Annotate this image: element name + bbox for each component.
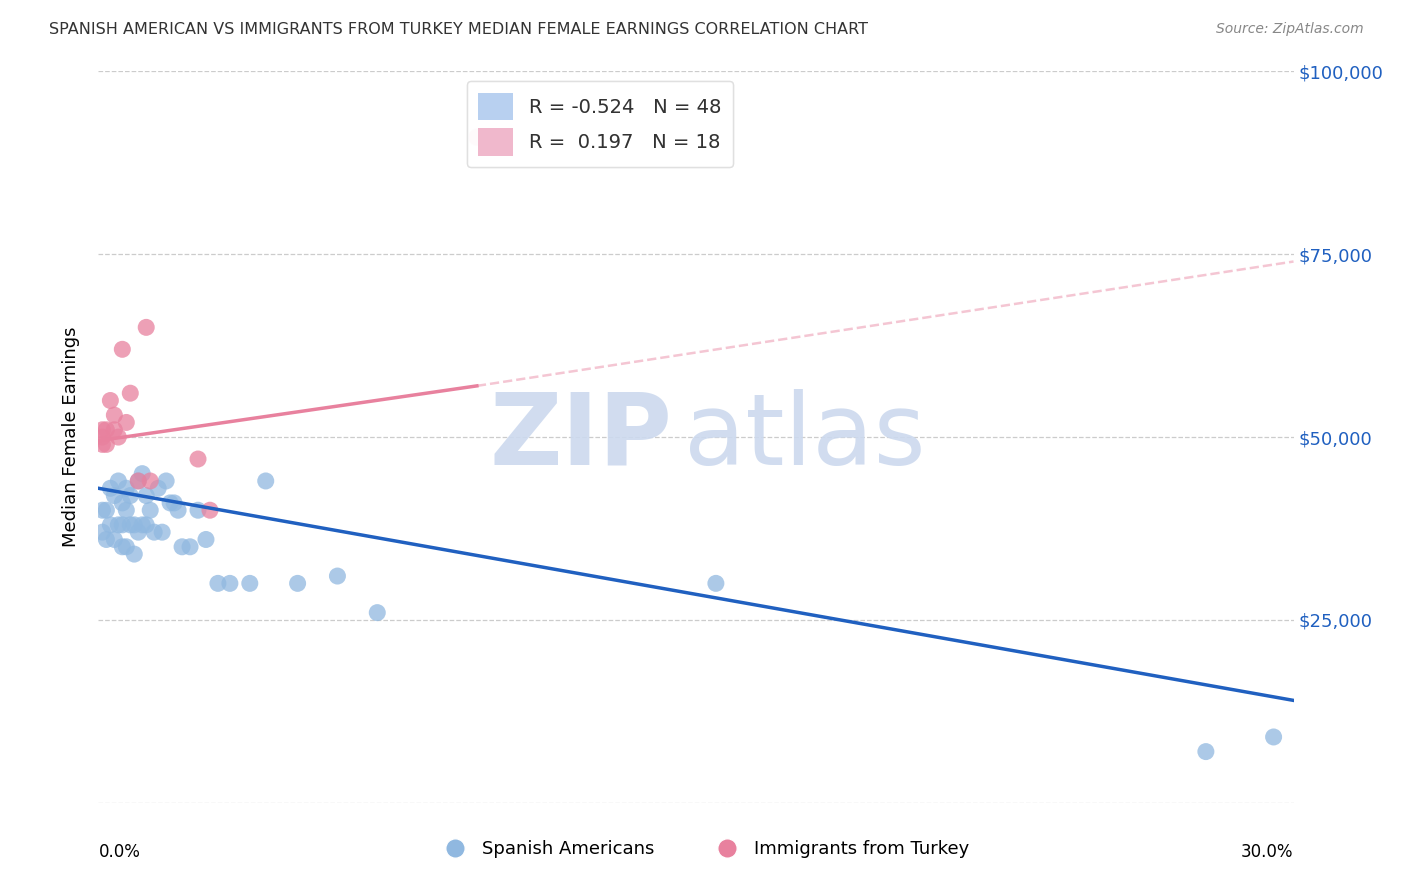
- Text: Source: ZipAtlas.com: Source: ZipAtlas.com: [1216, 22, 1364, 37]
- Point: [107, 517, 129, 532]
- Point: [1195, 745, 1218, 759]
- Point: [124, 547, 146, 561]
- Point: [91, 437, 114, 451]
- Point: [91, 430, 114, 444]
- Point: [187, 452, 209, 467]
- Point: [127, 525, 149, 540]
- Point: [254, 474, 277, 488]
- Point: [96, 503, 118, 517]
- Point: [115, 416, 138, 430]
- Point: [148, 481, 170, 495]
- Text: 0.0%: 0.0%: [98, 843, 141, 861]
- Point: [219, 576, 242, 591]
- Y-axis label: Median Female Earnings: Median Female Earnings: [62, 326, 80, 548]
- Point: [465, 130, 488, 145]
- Point: [111, 517, 134, 532]
- Point: [1263, 730, 1285, 744]
- Point: [124, 517, 146, 532]
- Text: ZIP: ZIP: [489, 389, 672, 485]
- Point: [120, 386, 142, 401]
- Point: [131, 517, 153, 532]
- Point: [111, 540, 134, 554]
- Point: [198, 503, 221, 517]
- Text: atlas: atlas: [685, 389, 925, 485]
- Point: [91, 423, 114, 437]
- Point: [139, 503, 162, 517]
- Point: [115, 503, 138, 517]
- Point: [163, 496, 186, 510]
- Point: [135, 517, 157, 532]
- Point: [239, 576, 262, 591]
- Point: [135, 320, 157, 334]
- Point: [195, 533, 218, 547]
- Point: [287, 576, 309, 591]
- Point: [103, 423, 125, 437]
- Point: [98, 393, 122, 408]
- Point: [135, 489, 157, 503]
- Point: [107, 430, 129, 444]
- Point: [366, 606, 388, 620]
- Point: [159, 496, 181, 510]
- Point: [150, 525, 173, 540]
- Text: 30.0%: 30.0%: [1241, 843, 1294, 861]
- Point: [96, 437, 118, 451]
- Point: [91, 525, 114, 540]
- Point: [91, 503, 114, 517]
- Point: [120, 489, 142, 503]
- Point: [127, 474, 149, 488]
- Text: SPANISH AMERICAN VS IMMIGRANTS FROM TURKEY MEDIAN FEMALE EARNINGS CORRELATION CH: SPANISH AMERICAN VS IMMIGRANTS FROM TURK…: [49, 22, 869, 37]
- Point: [98, 481, 122, 495]
- Point: [96, 423, 118, 437]
- Point: [98, 517, 122, 532]
- Point: [143, 525, 166, 540]
- Legend: Spanish Americans, Immigrants from Turkey: Spanish Americans, Immigrants from Turke…: [430, 833, 976, 865]
- Point: [155, 474, 177, 488]
- Point: [127, 474, 149, 488]
- Point: [111, 343, 134, 357]
- Point: [120, 517, 142, 532]
- Legend: R = -0.524   N = 48, R =  0.197   N = 18: R = -0.524 N = 48, R = 0.197 N = 18: [467, 81, 733, 167]
- Point: [704, 576, 727, 591]
- Point: [103, 533, 125, 547]
- Point: [167, 503, 190, 517]
- Point: [107, 474, 129, 488]
- Point: [187, 503, 209, 517]
- Point: [111, 496, 134, 510]
- Point: [139, 474, 162, 488]
- Point: [115, 481, 138, 495]
- Point: [207, 576, 229, 591]
- Point: [326, 569, 349, 583]
- Point: [179, 540, 201, 554]
- Point: [131, 467, 153, 481]
- Point: [103, 489, 125, 503]
- Point: [115, 540, 138, 554]
- Point: [96, 533, 118, 547]
- Point: [172, 540, 194, 554]
- Point: [103, 408, 125, 422]
